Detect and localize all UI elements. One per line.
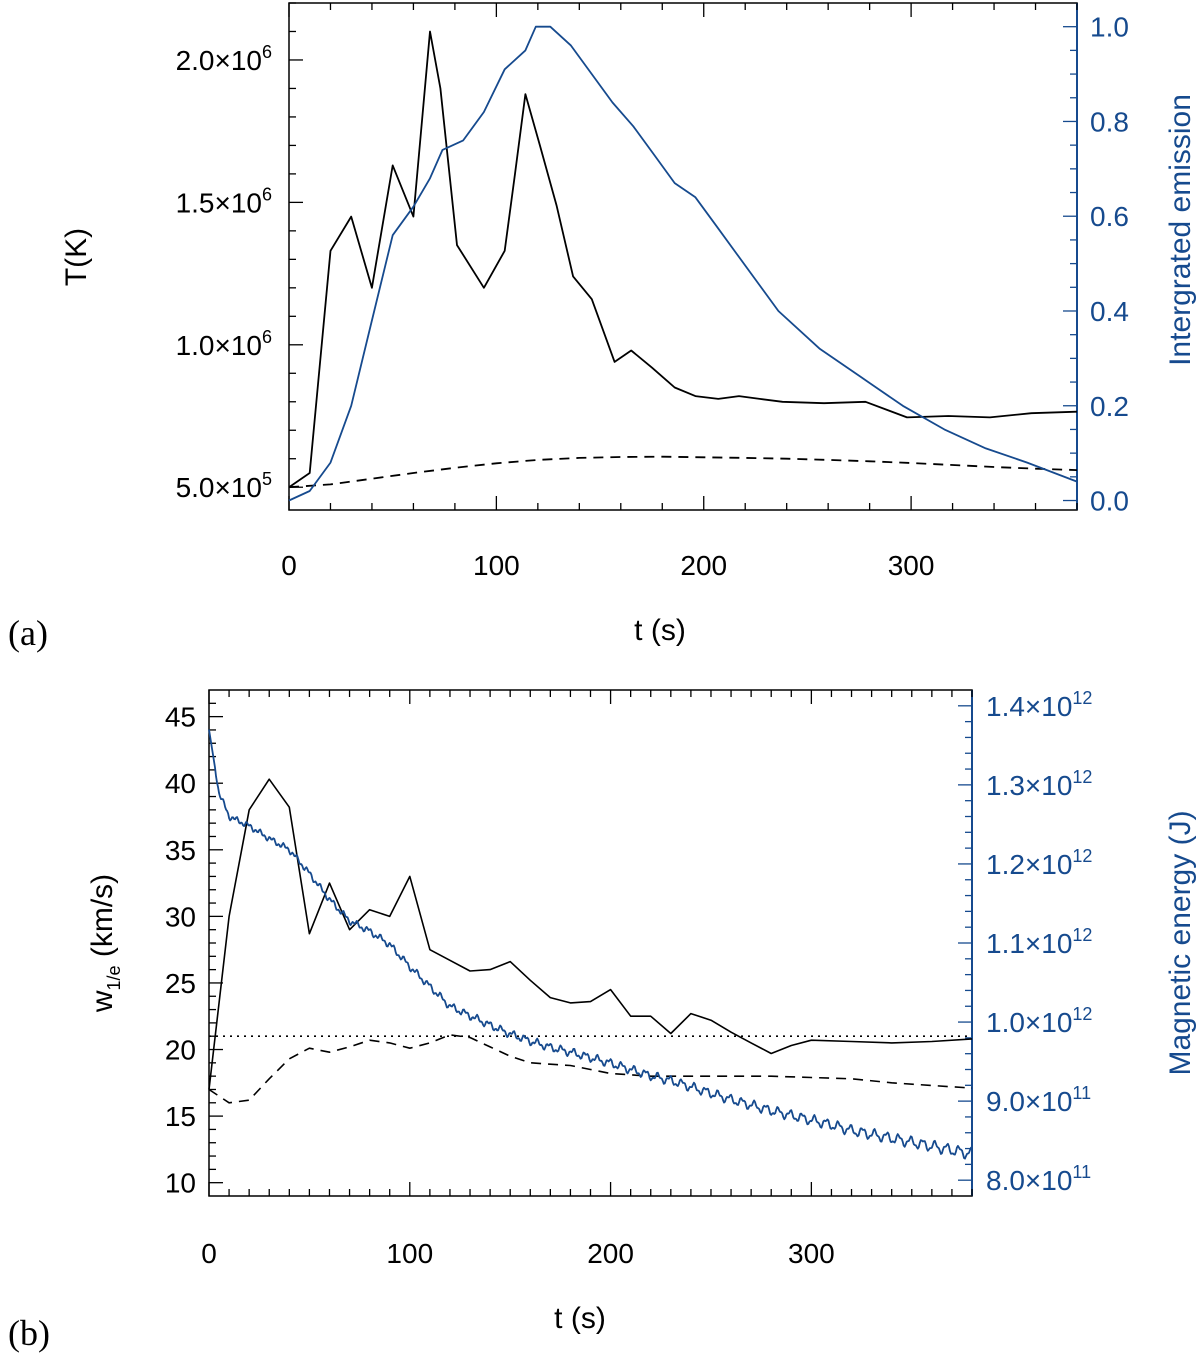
panel-a-y-tick-label: 1.0×106 bbox=[176, 327, 272, 361]
panel-b-y-right-tick-label-mantissa: 1.1×10 bbox=[986, 928, 1072, 959]
panel-a-y-right-tick-label: 0.8 bbox=[1090, 106, 1129, 137]
panel-b-series-line-width bbox=[208, 778, 973, 1090]
panel-a-y-right-tick-label: 0.2 bbox=[1090, 391, 1129, 422]
panel-a-x-tick-label: 0 bbox=[281, 550, 297, 581]
panel-a-ticks bbox=[288, 2, 1078, 510]
panel-a-y-tick-label-exponent: 6 bbox=[262, 42, 272, 62]
panel-b-x-tick-label: 0 bbox=[201, 1238, 217, 1269]
panel-a-y-right-tick-label: 1.0 bbox=[1090, 12, 1129, 43]
panel-b-x-axis-title: t (s) bbox=[554, 1302, 606, 1335]
panel-b-y-right-tick-label-mantissa: 8.0×10 bbox=[986, 1165, 1072, 1196]
panel-b-y-right-tick-label-exponent: 12 bbox=[1072, 1004, 1092, 1024]
panel-a-y-right-tick-label: 0.6 bbox=[1090, 201, 1129, 232]
panel-b-frame bbox=[208, 689, 973, 1197]
panel-a-label: (a) bbox=[8, 613, 48, 653]
panel-b-x-tick-label: 300 bbox=[788, 1238, 835, 1269]
panel-b-y-tick-label: 30 bbox=[165, 901, 196, 932]
panel-a-y-tick-label-mantissa: 1.0×10 bbox=[176, 330, 262, 361]
panel-b-tick-labels: 0 100 200 30010152025303540458.0×10119.0×10… bbox=[165, 688, 1093, 1269]
panel-b-y-axis-title-unit: (km/s) bbox=[86, 874, 119, 966]
panel-a-y-right-axis-title: Intergrated emission bbox=[1164, 94, 1197, 366]
panel-b-y-right-tick-label-exponent: 12 bbox=[1072, 925, 1092, 945]
panel-b-y-tick-label: 45 bbox=[165, 702, 196, 733]
panel-b-y-right-tick-label-mantissa: 1.2×10 bbox=[986, 849, 1072, 880]
panel-b-y-right-tick-label: 1.0×1012 bbox=[986, 1004, 1092, 1038]
panel-b-y-right-tick-label: 8.0×1011 bbox=[986, 1162, 1091, 1196]
panel-b-series-magnetic-energy bbox=[208, 729, 973, 1160]
panel-b-ticks bbox=[208, 690, 973, 1196]
panel-a-y-tick-label-mantissa: 1.5×10 bbox=[176, 187, 262, 218]
panel-a-series-integrated-emission bbox=[288, 25, 1078, 502]
panel-a-y-axis-title: T(K) bbox=[60, 228, 93, 286]
panel-b-x-tick-label: 200 bbox=[587, 1238, 634, 1269]
panel-a: 0 100 200 3005.0×1051.0×1061.5×1062.0×1060.… bbox=[8, 2, 1197, 653]
panel-b-y-right-tick-label: 9.0×1011 bbox=[986, 1083, 1091, 1117]
panel-b-x-tick-label: 100 bbox=[386, 1238, 433, 1269]
panel-b-y-right-tick-label: 1.2×1012 bbox=[986, 846, 1092, 880]
panel-a-lines bbox=[288, 25, 1078, 502]
panel-a-y-tick-label-exponent: 5 bbox=[262, 469, 272, 489]
panel-a-y-right-tick-label: 0.4 bbox=[1090, 296, 1129, 327]
panel-a-x-tick-label: 200 bbox=[680, 550, 727, 581]
panel-b-y-tick-label: 40 bbox=[165, 768, 196, 799]
panel-b-label: (b) bbox=[8, 1313, 50, 1353]
panel-a-y-tick-label: 1.5×106 bbox=[176, 184, 272, 218]
panel-b-y-tick-label: 15 bbox=[165, 1101, 196, 1132]
panel-a-series-temperature bbox=[288, 30, 1078, 488]
panel-a-y-tick-label: 2.0×106 bbox=[176, 42, 272, 76]
panel-b-lines bbox=[208, 729, 973, 1160]
panel-b-y-right-tick-label-exponent: 12 bbox=[1072, 846, 1092, 866]
panel-b-y-right-tick-label-exponent: 12 bbox=[1072, 767, 1092, 787]
panel-b-y-axis-title: w1/e (km/s) bbox=[86, 874, 124, 1013]
panel-b-y-right-tick-label: 1.1×1012 bbox=[986, 925, 1092, 959]
panel-a-tick-labels: 0 100 200 3005.0×1051.0×1061.5×1062.0×1060.… bbox=[176, 12, 1129, 581]
panel-a-series-temperature-reference bbox=[288, 455, 1078, 489]
panel-a-frame bbox=[288, 2, 1078, 511]
panel-b-y-tick-label: 20 bbox=[165, 1035, 196, 1066]
panel-b-y-right-tick-label-exponent: 11 bbox=[1072, 1083, 1091, 1103]
panel-a-y-tick-label-exponent: 6 bbox=[262, 184, 272, 204]
panel-b-y-tick-label: 10 bbox=[165, 1168, 196, 1199]
panel-a-y-tick-label-mantissa: 5.0×10 bbox=[176, 472, 262, 503]
panel-b-y-right-tick-label-exponent: 12 bbox=[1072, 688, 1092, 708]
panel-a-x-tick-label: 300 bbox=[888, 550, 935, 581]
panel-b-y-axis-title-main: w bbox=[86, 990, 119, 1013]
panel-a-x-axis-title: t (s) bbox=[634, 614, 686, 647]
panel-b-y-right-tick-label: 1.4×1012 bbox=[986, 688, 1092, 722]
panel-b-y-right-tick-label: 1.3×1012 bbox=[986, 767, 1092, 801]
panel-b-y-right-tick-label-mantissa: 1.4×10 bbox=[986, 691, 1072, 722]
panel-b-y-right-tick-label-mantissa: 9.0×10 bbox=[986, 1086, 1072, 1117]
panel-a-y-tick-label-exponent: 6 bbox=[262, 327, 272, 347]
panel-b-series-line-width-reference bbox=[208, 1034, 973, 1104]
panel-b-y-right-tick-label-mantissa: 1.0×10 bbox=[986, 1007, 1072, 1038]
panel-b-y-axis-title-sub: 1/e bbox=[104, 965, 124, 990]
panel-b-y-right-tick-label-exponent: 11 bbox=[1072, 1162, 1091, 1182]
panel-a-y-right-tick-label: 0.0 bbox=[1090, 486, 1129, 517]
panel-a-x-tick-label: 100 bbox=[473, 550, 520, 581]
panel-b: 0 100 200 30010152025303540458.0×10119.0×10… bbox=[8, 688, 1197, 1353]
panel-b-y-right-tick-label-mantissa: 1.3×10 bbox=[986, 770, 1072, 801]
panel-a-y-tick-label-mantissa: 2.0×10 bbox=[176, 45, 262, 76]
panel-b-y-tick-label: 35 bbox=[165, 835, 196, 866]
panel-b-y-right-axis-title: Magnetic energy (J) bbox=[1164, 810, 1197, 1075]
panel-b-y-tick-label: 25 bbox=[165, 968, 196, 999]
panel-a-y-tick-label: 5.0×105 bbox=[176, 469, 272, 503]
